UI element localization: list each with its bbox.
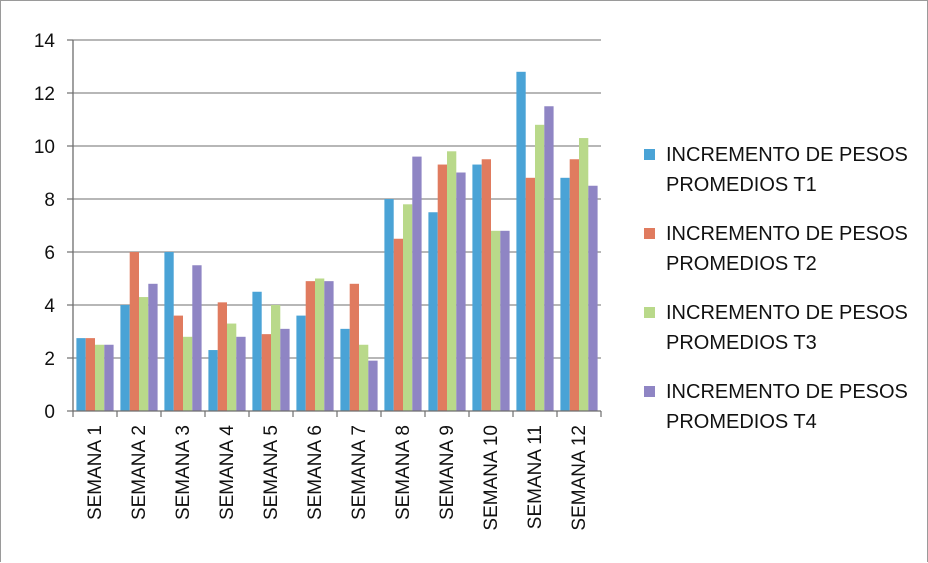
y-tick-labels: 0 2 4 6 8 10 12 14 (34, 31, 56, 423)
legend-label-t3: INCREMENTO DE PESOS PROMEDIOS T3 (666, 302, 908, 354)
bar-t4-12 (588, 185, 598, 411)
bar-t3-3 (183, 336, 193, 411)
legend-label-t2: INCREMENTO DE PESOS PROMEDIOS T2 (666, 223, 908, 275)
bar-t1-6 (296, 315, 306, 411)
x-tick-label: SEMANA 12 (569, 425, 590, 531)
legend-label-t4: INCREMENTO DE PESOS PROMEDIOS T4 (666, 381, 908, 433)
bar-t3-8 (403, 204, 413, 411)
bar-t2-9 (437, 164, 447, 411)
y-tick-label: 0 (44, 402, 55, 423)
x-tick-label: SEMANA 3 (173, 425, 194, 520)
bar-t1-11 (516, 71, 526, 412)
bar-t3-7 (359, 344, 369, 411)
legend-swatch-t2 (644, 228, 655, 239)
bar-t2-5 (261, 334, 271, 411)
bar-t4-8 (412, 156, 422, 411)
bar-t2-6 (305, 281, 315, 411)
bar-t4-1 (104, 344, 114, 411)
y-tick-label: 14 (34, 31, 56, 52)
x-tick-label: SEMANA 2 (129, 425, 150, 520)
bar-t3-11 (535, 124, 545, 412)
bar-t4-7 (368, 360, 378, 411)
legend-swatch-t1 (644, 149, 655, 160)
x-tick-label: SEMANA 6 (305, 425, 326, 520)
y-tick-label: 4 (44, 296, 55, 317)
y-tick-label: 8 (44, 190, 55, 211)
bar-t2-1 (85, 338, 95, 411)
bar-t2-10 (481, 159, 491, 411)
bar-t1-3 (164, 252, 174, 411)
bars (76, 71, 598, 412)
y-tick-label: 2 (44, 349, 55, 370)
bar-t4-2 (148, 283, 158, 411)
bar-t1-10 (472, 164, 482, 411)
bar-t4-5 (280, 328, 290, 411)
x-tick-label: SEMANA 10 (481, 425, 502, 531)
y-tick-label: 6 (44, 243, 55, 264)
bar-t3-9 (447, 151, 457, 412)
legend-swatch-t4 (644, 386, 655, 397)
gridlines (67, 39, 601, 412)
bar-t3-4 (227, 323, 237, 411)
bar-t2-4 (217, 302, 227, 411)
bar-t3-6 (315, 278, 325, 411)
bar-t1-12 (560, 177, 570, 411)
bar-t3-1 (95, 344, 105, 411)
legend-swatch-t3 (644, 307, 655, 318)
y-tick-label: 10 (34, 137, 55, 158)
bar-t2-3 (173, 315, 183, 411)
bar-t1-9 (428, 212, 438, 411)
bar-t4-4 (236, 336, 246, 411)
bar-t4-11 (544, 106, 554, 411)
bar-t1-1 (76, 338, 86, 411)
bar-t3-5 (271, 305, 281, 411)
x-tick-label: SEMANA 5 (261, 425, 282, 520)
bar-t2-8 (393, 238, 403, 411)
x-tick-labels: SEMANA 1 SEMANA 2 SEMANA 3 SEMANA 4 SEMANA 5… (85, 425, 590, 531)
bar-t2-12 (569, 159, 579, 411)
bar-t1-7 (340, 328, 350, 411)
bar-t3-10 (491, 230, 501, 411)
x-tick-label: SEMANA 8 (393, 425, 414, 520)
bar-t1-2 (120, 305, 130, 411)
bar-t2-7 (349, 283, 359, 411)
x-tick-label: SEMANA 1 (85, 425, 106, 520)
bar-t2-11 (525, 177, 535, 411)
axes (72, 40, 602, 417)
bar-t1-5 (252, 291, 262, 411)
legend: INCREMENTO DE PESOS PROMEDIOS T1 INCREMENT… (644, 144, 908, 433)
x-tick-label: SEMANA 7 (349, 425, 370, 520)
bar-t3-2 (139, 297, 149, 411)
bar-t2-2 (129, 252, 139, 411)
bar-t3-12 (579, 138, 589, 412)
legend-label-t1: INCREMENTO DE PESOS PROMEDIOS T1 (666, 144, 908, 196)
bar-t1-8 (384, 199, 394, 411)
bar-t4-3 (192, 265, 202, 411)
bar-t4-10 (500, 230, 510, 411)
x-tick-label: SEMANA 9 (437, 425, 458, 520)
bar-t4-9 (456, 172, 466, 411)
bar-t4-6 (324, 281, 334, 411)
bar-t1-4 (208, 350, 218, 411)
x-tick-label: SEMANA 11 (525, 425, 546, 529)
y-tick-label: 12 (34, 84, 55, 105)
x-tick-label: SEMANA 4 (217, 425, 238, 520)
